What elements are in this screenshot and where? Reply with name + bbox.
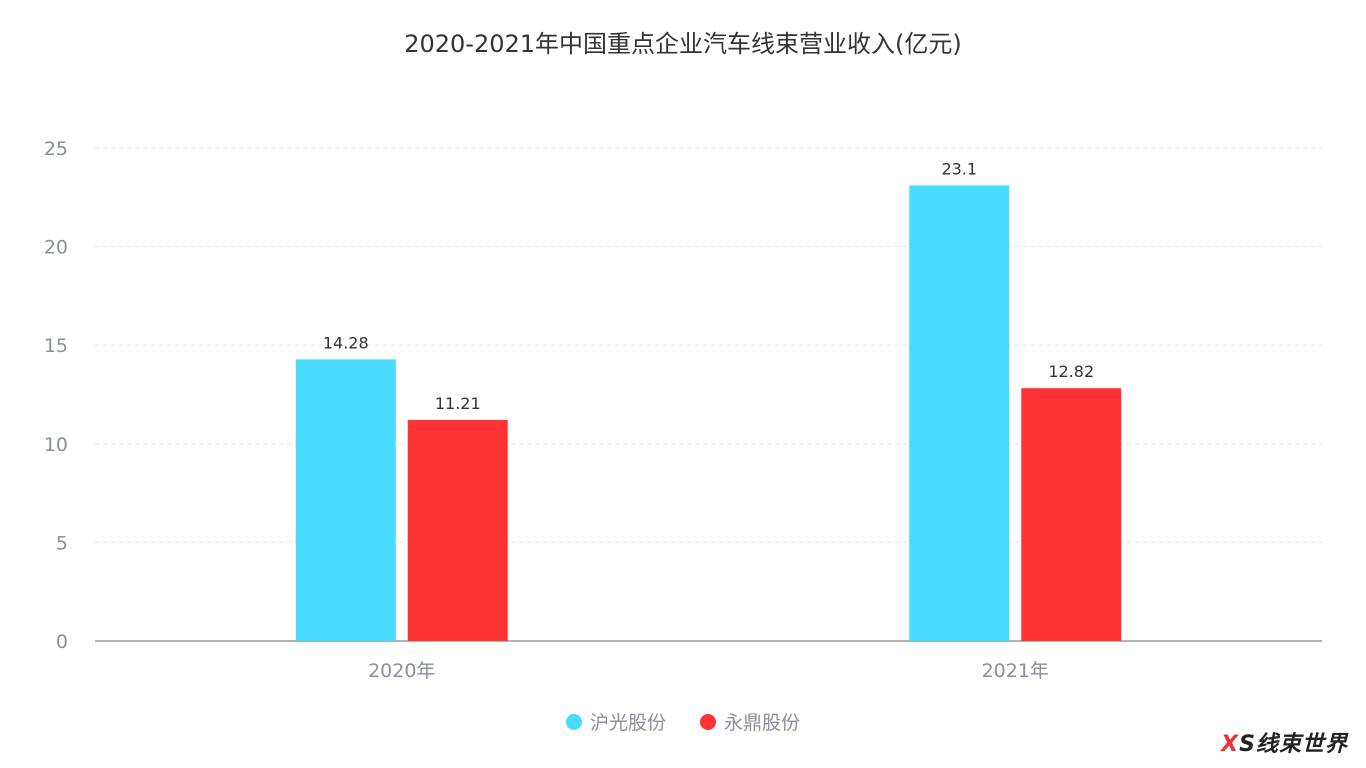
bar-沪光股份-2021年	[909, 185, 1010, 641]
legend-marker	[700, 713, 716, 730]
data-label: 23.1	[941, 159, 977, 178]
data-label: 12.82	[1048, 362, 1094, 381]
bar-永鼎股份-2021年	[1021, 388, 1122, 641]
y-tick-label: 25	[44, 138, 68, 160]
data-label: 14.28	[323, 333, 369, 352]
legend-item-hg[interactable]: 沪光股份	[565, 708, 666, 735]
bar-沪光股份-2020年	[295, 359, 396, 641]
x-tick-label: 2021年	[982, 660, 1049, 682]
y-tick-label: 20	[44, 237, 68, 259]
y-tick-label: 15	[44, 335, 68, 357]
y-tick-label: 0	[56, 631, 68, 653]
legend: 沪光股份 永鼎股份	[0, 708, 1366, 735]
y-tick-label: 5	[56, 532, 68, 554]
bar-永鼎股份-2020年	[407, 419, 508, 641]
legend-label: 沪光股份	[589, 712, 666, 734]
legend-marker	[565, 713, 582, 730]
legend-label: 永鼎股份	[724, 712, 801, 734]
x-tick-label: 2020年	[368, 660, 435, 682]
y-tick-label: 10	[44, 434, 68, 456]
watermark-logo: XS线束世界	[1221, 732, 1348, 757]
chart-title: 2020-2021年中国重点企业汽车线束营业收入(亿元)	[404, 30, 962, 58]
legend-item-yd[interactable]: 永鼎股份	[700, 708, 800, 735]
data-label: 11.21	[435, 394, 481, 413]
